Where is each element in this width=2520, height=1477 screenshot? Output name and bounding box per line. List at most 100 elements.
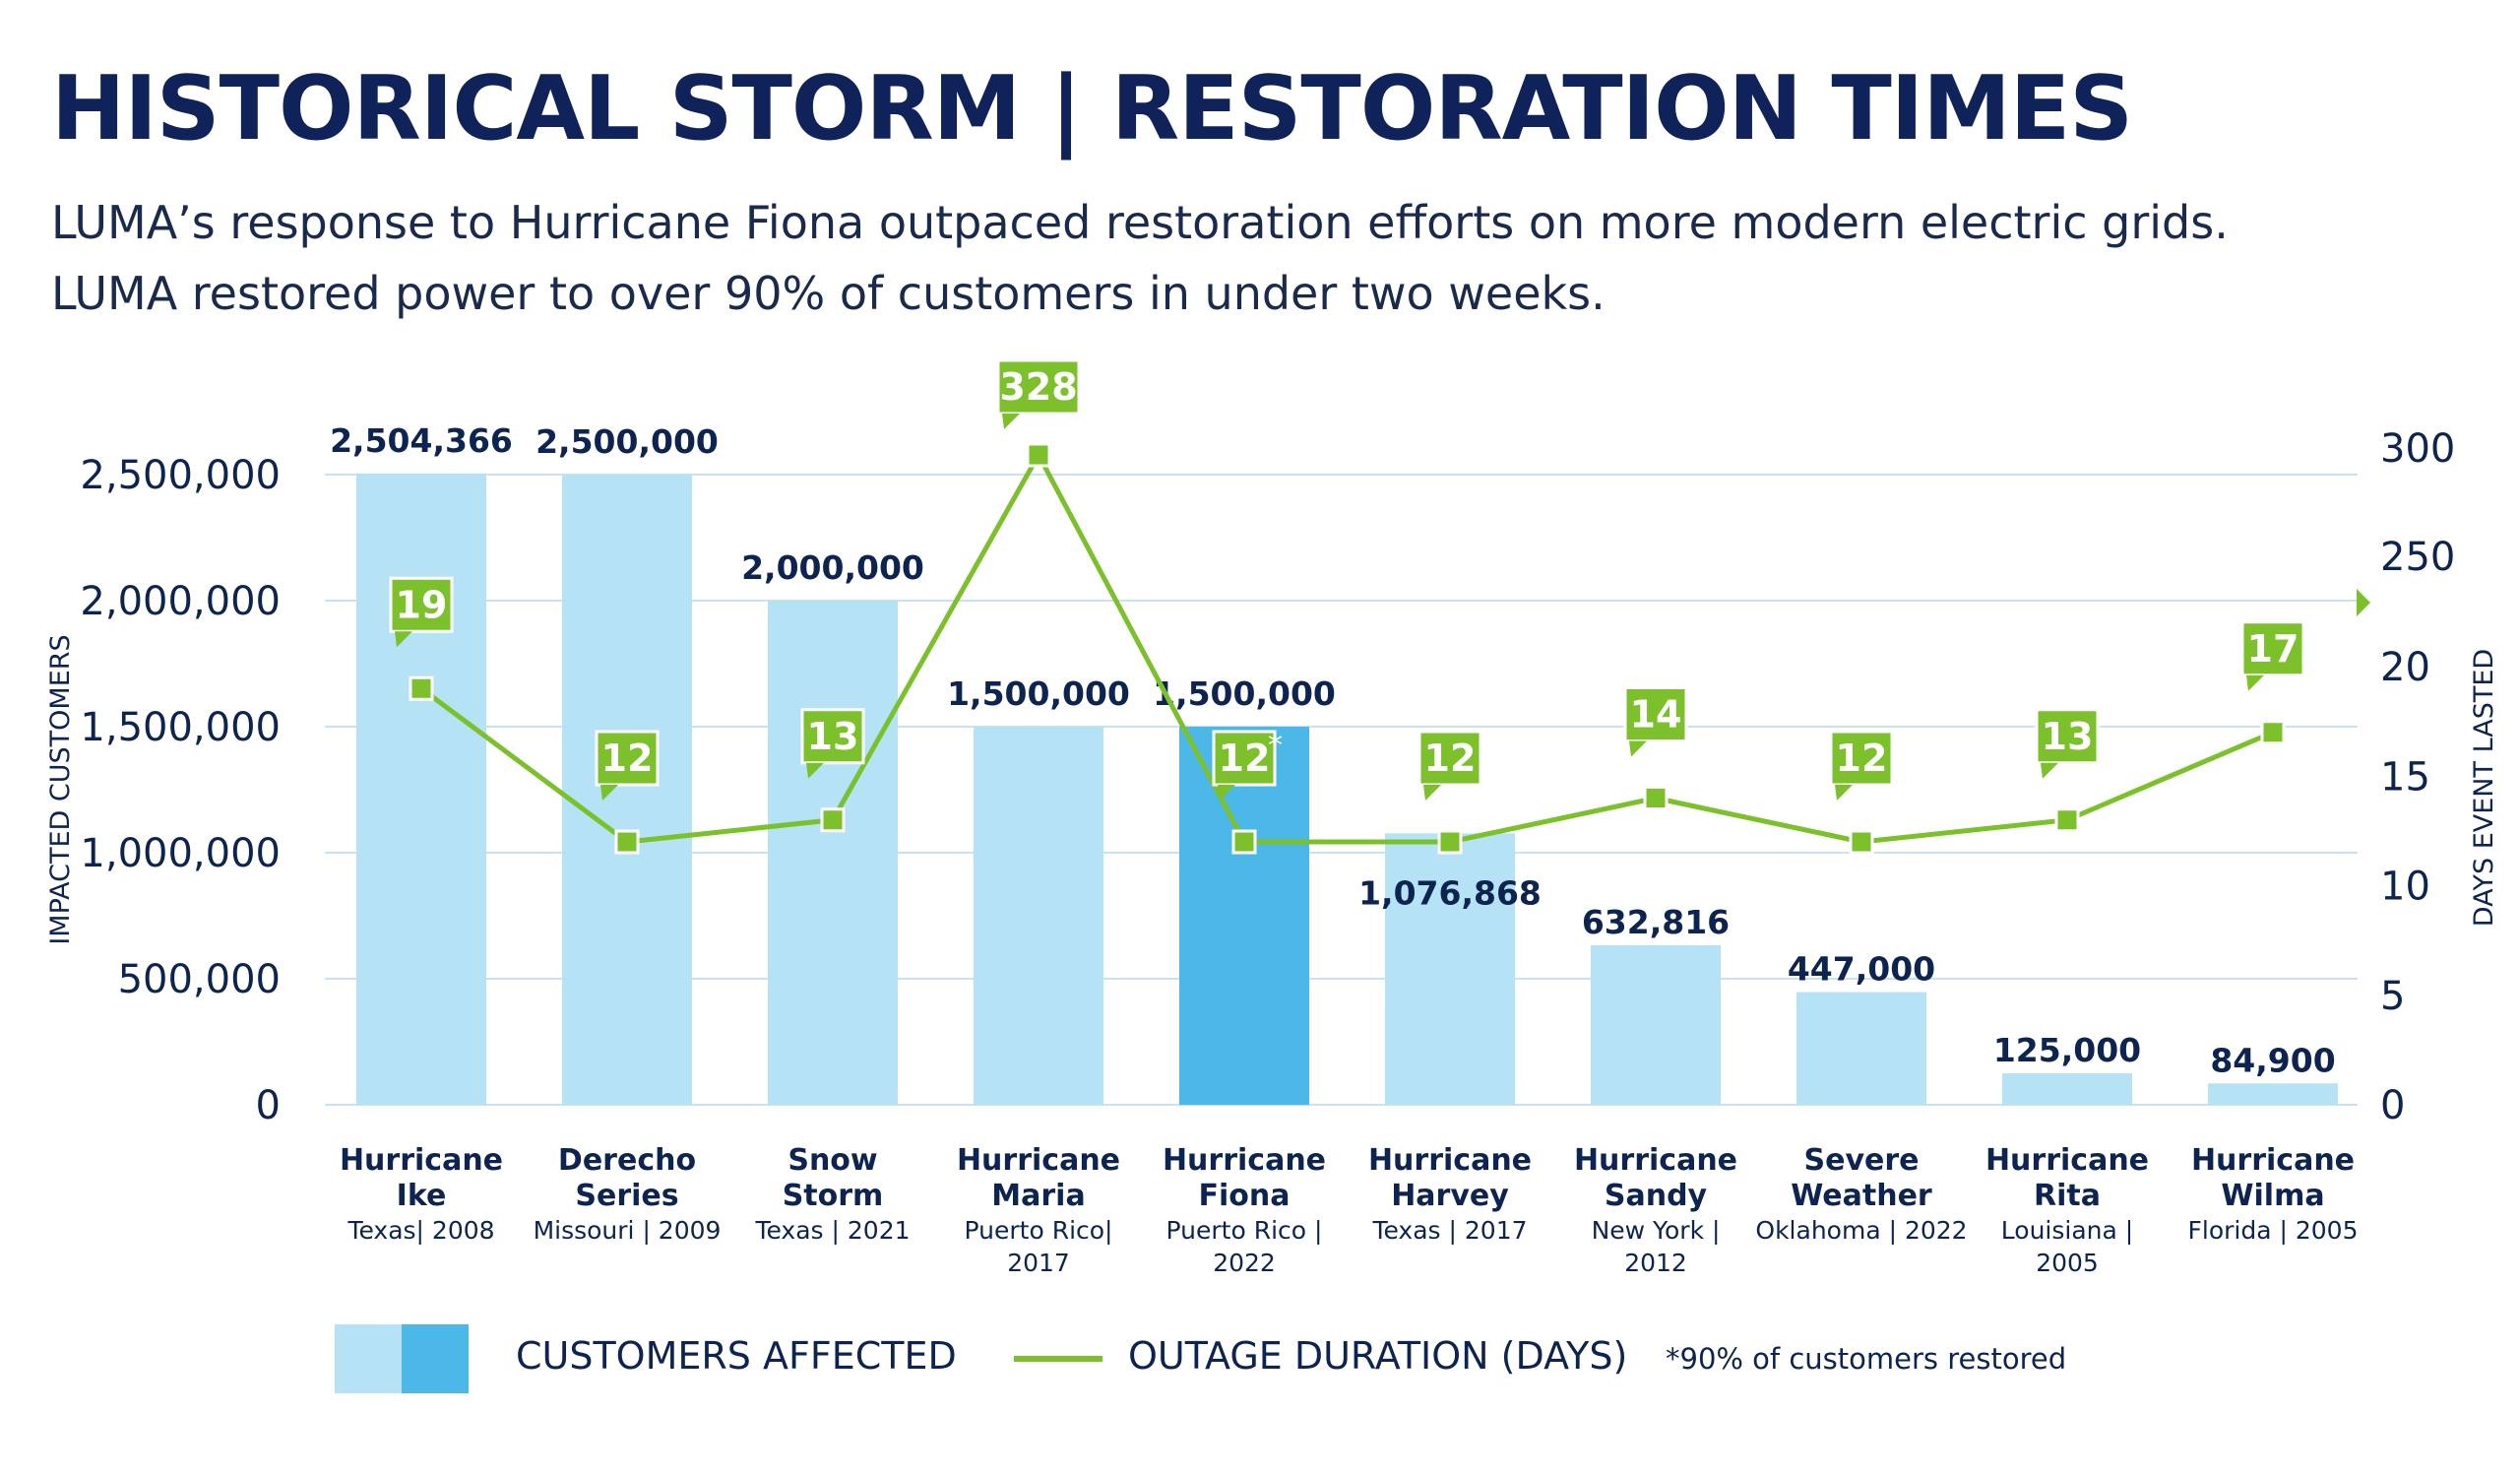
- right-axis-tick-label: 0: [2380, 1083, 2405, 1128]
- left-axis-tick-label: 1,000,000: [80, 831, 281, 876]
- category-location-label: 2012: [1624, 1249, 1687, 1277]
- category-location-label: Oklahoma | 2022: [1755, 1216, 1967, 1245]
- category-name-label: Wilma: [2221, 1179, 2324, 1213]
- bar: [1385, 833, 1515, 1105]
- category-location-label: Puerto Rico|: [965, 1216, 1113, 1245]
- right-axis-tick-label: 250: [2380, 535, 2455, 580]
- duration-callout-label: 12: [1424, 737, 1477, 780]
- duration-callout-label: 328: [999, 365, 1077, 409]
- bar-value-label: 125,000: [1993, 1031, 2141, 1069]
- category-name-label: Storm: [783, 1179, 884, 1213]
- category-name-label: Rita: [2034, 1179, 2101, 1213]
- duration-callout-box: [1212, 730, 1277, 787]
- bar: [1179, 727, 1309, 1105]
- legend-label-duration: OUTAGE DURATION (DAYS): [1128, 1334, 1628, 1378]
- duration-callout-box: [2240, 620, 2305, 677]
- category-location-label: 2022: [1213, 1249, 1276, 1277]
- left-axis-tick-label: 2,500,000: [80, 453, 281, 498]
- duration-callout-box: [996, 358, 1081, 416]
- right-axis-title: DAYS EVENT LASTED: [2469, 649, 2499, 927]
- duration-callout-box: [800, 708, 865, 765]
- duration-callout-pointer: [600, 785, 618, 801]
- duration-point: [2260, 720, 2286, 745]
- duration-callout-box: [1623, 686, 1688, 742]
- category-location-label: Texas | 2017: [1371, 1216, 1527, 1245]
- right-axis-tick-label: 5: [2380, 974, 2405, 1019]
- category-name-label: Ike: [397, 1179, 447, 1213]
- legend-label-customers: CUSTOMERS AFFECTED: [516, 1334, 957, 1378]
- bar-value-label: 1,076,868: [1358, 873, 1542, 912]
- duration-callout-pointer: [1218, 785, 1235, 801]
- bar-value-label: 447,000: [1788, 950, 1935, 989]
- category-name-label: Derecho: [558, 1143, 696, 1178]
- category-name-label: Hurricane: [1368, 1143, 1532, 1178]
- bar-value-label: 1,500,000: [947, 674, 1130, 713]
- asterisk-mark: *: [1268, 729, 1283, 763]
- legend-swatch-light: [335, 1324, 402, 1393]
- duration-callout-box: [1829, 730, 1894, 787]
- subtitle-line-2: LUMA restored power to over 90% of custo…: [51, 267, 1606, 320]
- category-name-label: Maria: [991, 1179, 1085, 1213]
- duration-callout-pointer: [2041, 762, 2058, 779]
- duration-callout-label: 17: [2247, 627, 2300, 671]
- duration-callout-pointer: [1629, 740, 1647, 757]
- duration-point: [1231, 829, 1257, 855]
- left-axis-title: IMPACTED CUSTOMERS: [45, 634, 76, 944]
- bar: [1591, 944, 1721, 1105]
- bar: [562, 475, 692, 1105]
- category-location-label: New York |: [1592, 1216, 1721, 1245]
- bar-value-label: 2,504,366: [330, 421, 513, 460]
- duration-callout-box: [389, 576, 454, 633]
- bar-value-label: 632,816: [1582, 903, 1730, 941]
- left-axis-tick-label: 0: [256, 1083, 281, 1128]
- category-name-label: Weather: [1791, 1179, 1932, 1213]
- category-name-label: Severe: [1804, 1143, 1920, 1178]
- duration-callout-pointer: [1835, 785, 1853, 801]
- category-name-label: Hurricane: [340, 1143, 503, 1178]
- bar-value-label: 2,500,000: [536, 422, 719, 461]
- category-name-label: Hurricane: [2191, 1143, 2355, 1178]
- axis-break-marker: [2357, 589, 2370, 616]
- bar: [2002, 1073, 2132, 1105]
- page-title: HISTORICAL STORM | RESTORATION TIMES: [51, 57, 2133, 161]
- bar: [1796, 992, 1926, 1105]
- duration-callout-box: [2035, 708, 2100, 765]
- duration-callout-box: [595, 730, 660, 787]
- category-name-label: Fiona: [1199, 1179, 1291, 1213]
- category-location-label: Louisiana |: [2001, 1216, 2133, 1245]
- duration-callout-label: 12: [1219, 737, 1271, 780]
- duration-point: [2054, 807, 2080, 833]
- left-axis-tick-label: 500,000: [118, 957, 281, 1002]
- storm-restoration-chart: 0 500,000 1,000,000 1,500,000 2,000,000 2,500…: [45, 358, 2499, 1277]
- subtitle-line-1: LUMA’s response to Hurricane Fiona outpa…: [51, 196, 2229, 249]
- bar: [768, 601, 898, 1105]
- duration-callout-pointer: [1002, 414, 1020, 429]
- duration-point: [409, 675, 434, 701]
- category-name-label: Hurricane: [1163, 1143, 1326, 1178]
- duration-point: [1849, 829, 1874, 855]
- category-name-label: Harvey: [1391, 1179, 1509, 1213]
- duration-point: [820, 807, 846, 833]
- left-axis-tick-label: 2,000,000: [80, 579, 281, 624]
- page-subtitle: LUMA’s response to Hurricane Fiona outpa…: [51, 187, 2453, 329]
- category-name-label: Sandy: [1605, 1179, 1708, 1213]
- category-name-label: Snow: [788, 1143, 877, 1178]
- category-location-label: Texas | 2021: [754, 1216, 910, 1245]
- duration-callout-label: 12: [1836, 737, 1888, 780]
- category-name-label: Series: [575, 1179, 678, 1213]
- bar: [2208, 1083, 2338, 1105]
- duration-point: [1437, 829, 1463, 855]
- category-name-label: Hurricane: [1985, 1143, 2149, 1178]
- duration-point: [1643, 786, 1669, 810]
- right-axis-tick-label: 10: [2380, 865, 2430, 910]
- category-location-label: 2017: [1007, 1249, 1070, 1277]
- category-name-label: Hurricane: [1574, 1143, 1737, 1178]
- duration-point: [614, 829, 640, 855]
- bar-value-label: 1,500,000: [1153, 674, 1336, 713]
- duration-callout-pointer: [806, 762, 824, 779]
- category-location-label: Texas| 2008: [346, 1216, 494, 1245]
- category-location-label: Missouri | 2009: [534, 1216, 722, 1245]
- duration-callout-pointer: [2246, 674, 2264, 691]
- category-location-label: Florida | 2005: [2188, 1216, 2359, 1245]
- right-axis-tick-label: 20: [2380, 645, 2430, 690]
